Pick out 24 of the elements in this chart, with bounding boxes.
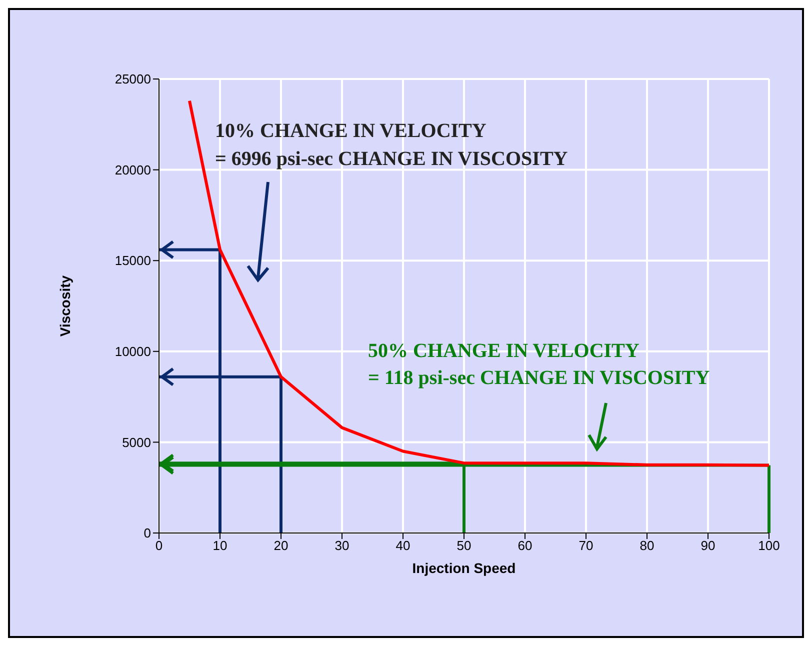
x-axis-title: Injection Speed: [412, 560, 516, 576]
x-tick-label: 80: [640, 538, 654, 554]
x-tick-label: 10: [212, 538, 228, 554]
x-tick-label: 100: [758, 538, 780, 554]
x-tick-label: 20: [274, 538, 288, 554]
x-tick-label: 90: [700, 538, 716, 554]
x-tick-label: 0: [155, 538, 163, 554]
y-tick-label: 0: [144, 526, 151, 541]
line-series: [188, 99, 769, 467]
y-tick-label: 5000: [122, 434, 151, 450]
annotation: = 6996 psi-sec CHANGE IN VISCOSITY: [215, 148, 568, 171]
y-tick-label: 20000: [114, 162, 151, 178]
annotation: 10% CHANGE IN VELOCITY: [215, 120, 486, 143]
y-tick-label: 25000: [114, 72, 151, 87]
annotation: = 118 psi-sec CHANGE IN VISCOSITY: [368, 367, 710, 390]
y-tick-label: 10000: [114, 344, 151, 360]
y-tick-label: 15000: [114, 253, 151, 268]
x-tick-label: 60: [518, 538, 532, 554]
y-axis-title: Viscosity: [56, 275, 73, 337]
x-tick-label: 40: [396, 538, 410, 554]
x-tick-label: 70: [578, 538, 594, 554]
annotation: 50% CHANGE IN VELOCITY: [368, 340, 640, 363]
x-tick-label: 30: [334, 538, 350, 554]
x-tick-label: 50: [456, 538, 472, 554]
